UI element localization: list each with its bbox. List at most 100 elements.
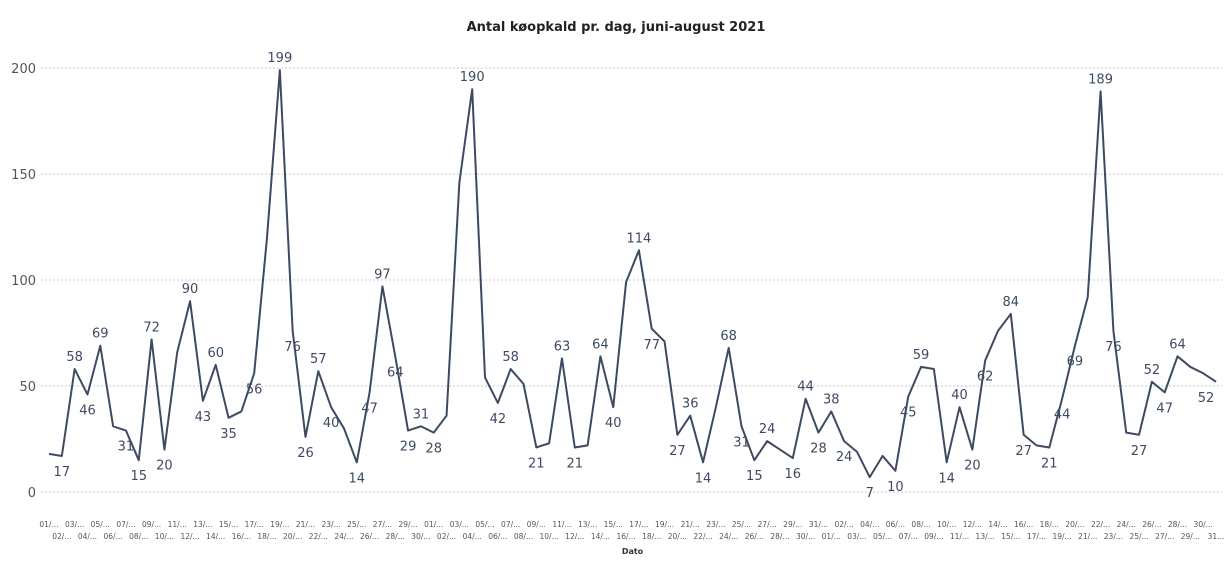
series-line <box>48 69 1217 479</box>
chart-title: Antal køopkald pr. dag, juni-august 2021 <box>466 20 766 35</box>
data-label: 15 <box>746 469 763 484</box>
x-tick-label: 16/... <box>1014 520 1033 529</box>
y-tick-label: 200 <box>11 62 36 77</box>
x-tick-label: 20/... <box>1065 520 1084 529</box>
data-label: 62 <box>977 370 994 385</box>
data-label: 63 <box>554 339 571 354</box>
x-tick-label: 14/... <box>591 532 610 541</box>
x-tick-label: 12/... <box>180 532 199 541</box>
x-tick-label: 10/... <box>540 532 559 541</box>
x-tick-label: 13/... <box>578 520 597 529</box>
x-tick-label: 27/... <box>1155 532 1174 541</box>
data-label: 90 <box>182 282 199 297</box>
x-tick-label: 07/... <box>899 532 918 541</box>
x-tick-label: 10/... <box>155 532 174 541</box>
x-tick-label: 01/... <box>424 520 443 529</box>
x-tick-label: 20/... <box>283 532 302 541</box>
x-axis-ticks: 01/... 02/... 03/... 04/... 05/... 06/... 07/.… <box>39 520 1224 541</box>
data-label: 40 <box>951 388 968 403</box>
data-label: 69 <box>92 327 109 342</box>
x-tick-label: 22/... <box>309 532 328 541</box>
y-tick-label: 0 <box>28 486 36 501</box>
data-label: 64 <box>592 337 609 352</box>
x-tick-label: 28/... <box>770 532 789 541</box>
x-tick-label: 05/... <box>475 520 494 529</box>
x-tick-label: 05/... <box>873 532 892 541</box>
x-tick-label: 16/... <box>616 532 635 541</box>
data-label: 24 <box>836 450 853 465</box>
data-label: 52 <box>1198 391 1215 406</box>
data-label: 38 <box>823 392 840 407</box>
x-tick-label: 29/... <box>398 520 417 529</box>
data-label: 44 <box>1054 408 1071 423</box>
data-labels: 17 58 46 69 31 15 72 20 90 43 60 35 56 199 76 26 57 40 14 4… <box>54 51 1215 501</box>
data-label: 20 <box>964 459 981 474</box>
data-label: 35 <box>220 427 237 442</box>
data-label: 40 <box>605 416 622 431</box>
data-label: 31 <box>118 440 135 455</box>
data-label: 40 <box>323 416 340 431</box>
x-tick-label: 21/... <box>1078 532 1097 541</box>
x-tick-label: 02/... <box>437 532 456 541</box>
x-axis-label: Dato <box>622 547 644 556</box>
data-label: 64 <box>1169 337 1186 352</box>
x-tick-label: 07/... <box>116 520 135 529</box>
data-label: 60 <box>207 346 224 361</box>
x-tick-label: 06/... <box>104 532 123 541</box>
x-tick-label: 14/... <box>206 532 225 541</box>
data-label: 59 <box>913 348 930 363</box>
x-tick-label: 04/... <box>860 520 879 529</box>
data-label: 21 <box>1041 456 1058 471</box>
x-tick-label: 04/... <box>463 532 482 541</box>
x-tick-label: 05/... <box>91 520 110 529</box>
x-tick-label: 02/... <box>834 520 853 529</box>
x-tick-label: 21/... <box>296 520 315 529</box>
x-tick-label: 12/... <box>565 532 584 541</box>
x-tick-label: 18/... <box>642 532 661 541</box>
data-label: 14 <box>938 471 955 486</box>
data-label: 57 <box>310 352 327 367</box>
x-tick-label: 06/... <box>886 520 905 529</box>
x-tick-label: 25/... <box>732 520 751 529</box>
x-tick-label: 30/... <box>796 532 815 541</box>
x-tick-label: 15/... <box>1001 532 1020 541</box>
data-label: 21 <box>528 456 545 471</box>
x-tick-label: 23/... <box>322 520 341 529</box>
x-tick-label: 23/... <box>1104 532 1123 541</box>
x-tick-label: 11/... <box>552 520 571 529</box>
x-tick-label: 25/... <box>1129 532 1148 541</box>
data-label: 69 <box>1067 355 1084 370</box>
data-label: 24 <box>759 422 776 437</box>
x-tick-label: 27/... <box>373 520 392 529</box>
data-label: 31 <box>733 435 750 450</box>
data-label: 36 <box>682 397 699 412</box>
data-label: 14 <box>349 471 366 486</box>
x-tick-label: 09/... <box>924 532 943 541</box>
x-tick-label: 11/... <box>168 520 187 529</box>
data-label: 72 <box>143 320 160 335</box>
x-tick-label: 02/... <box>52 532 71 541</box>
x-tick-label: 08/... <box>911 520 930 529</box>
x-tick-label: 07/... <box>501 520 520 529</box>
y-tick-label: 150 <box>11 168 36 183</box>
data-label: 26 <box>297 446 314 461</box>
data-label: 31 <box>413 407 430 422</box>
data-label: 58 <box>66 350 83 365</box>
y-axis-ticks: 0 50 100 150 200 <box>11 62 36 501</box>
x-tick-label: 24/... <box>1117 520 1136 529</box>
data-label: 44 <box>797 380 814 395</box>
x-tick-label: 11/... <box>950 532 969 541</box>
data-label: 28 <box>425 442 442 457</box>
data-label: 46 <box>79 403 96 418</box>
x-tick-label: 18/... <box>257 532 276 541</box>
x-tick-label: 24/... <box>719 532 738 541</box>
x-tick-label: 15/... <box>219 520 238 529</box>
data-label: 199 <box>267 51 292 66</box>
x-tick-label: 30/... <box>1194 520 1213 529</box>
data-label: 58 <box>502 350 519 365</box>
x-tick-label: 10/... <box>937 520 956 529</box>
x-tick-label: 03/... <box>65 520 84 529</box>
data-label: 56 <box>246 382 263 397</box>
data-label: 16 <box>785 467 802 482</box>
x-tick-label: 24/... <box>334 532 353 541</box>
